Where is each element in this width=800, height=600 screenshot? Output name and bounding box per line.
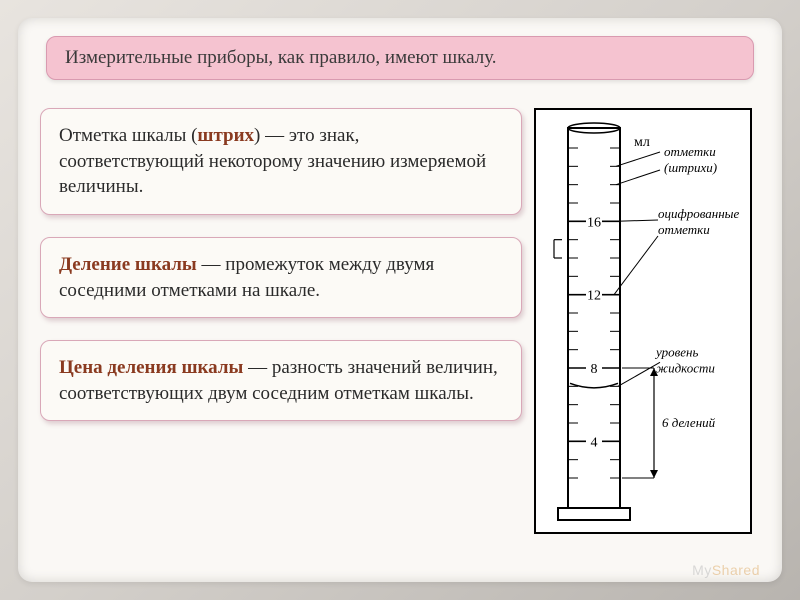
- svg-text:8: 8: [591, 362, 598, 377]
- svg-text:мл: мл: [634, 135, 650, 150]
- watermark: MyShared: [692, 562, 760, 578]
- def-box-3: Цена деления шкалы — разность значений в…: [40, 340, 522, 421]
- def1-prefix: Отметка шкалы (: [59, 125, 197, 146]
- svg-text:отметки: отметки: [658, 222, 710, 237]
- svg-text:4: 4: [591, 435, 598, 450]
- def1-term: штрих: [197, 125, 254, 146]
- definitions-column: Отметка шкалы (штрих) — это знак, соотве…: [40, 108, 522, 552]
- def3-term: Цена деления шкалы: [59, 357, 243, 378]
- def2-term: Деление шкалы: [59, 254, 197, 275]
- cylinder-svg: 481216млотметки(штрихи)оцифрованныеотмет…: [536, 110, 754, 536]
- watermark-pre: My: [692, 562, 712, 578]
- slide-frame: Измерительные приборы, как правило, имею…: [0, 0, 800, 600]
- svg-text:12: 12: [587, 289, 601, 304]
- cylinder-diagram: 481216млотметки(штрихи)оцифрованныеотмет…: [534, 108, 752, 534]
- svg-text:уровень: уровень: [654, 344, 698, 359]
- svg-text:16: 16: [587, 215, 601, 230]
- svg-text:оцифрованные: оцифрованные: [658, 206, 739, 221]
- slide-panel: Измерительные приборы, как правило, имею…: [18, 18, 782, 582]
- svg-text:отметки: отметки: [664, 144, 716, 159]
- def-box-1: Отметка шкалы (штрих) — это знак, соотве…: [40, 108, 522, 215]
- svg-text:(штрихи): (штрихи): [664, 160, 717, 175]
- watermark-mid: Shared: [712, 562, 760, 578]
- header-text: Измерительные приборы, как правило, имею…: [65, 47, 497, 68]
- header-box: Измерительные приборы, как правило, имею…: [46, 36, 754, 80]
- svg-text:6 делений: 6 делений: [662, 415, 716, 430]
- def-box-2: Деление шкалы — промежуток между двумя с…: [40, 237, 522, 318]
- svg-text:жидкости: жидкости: [656, 360, 715, 375]
